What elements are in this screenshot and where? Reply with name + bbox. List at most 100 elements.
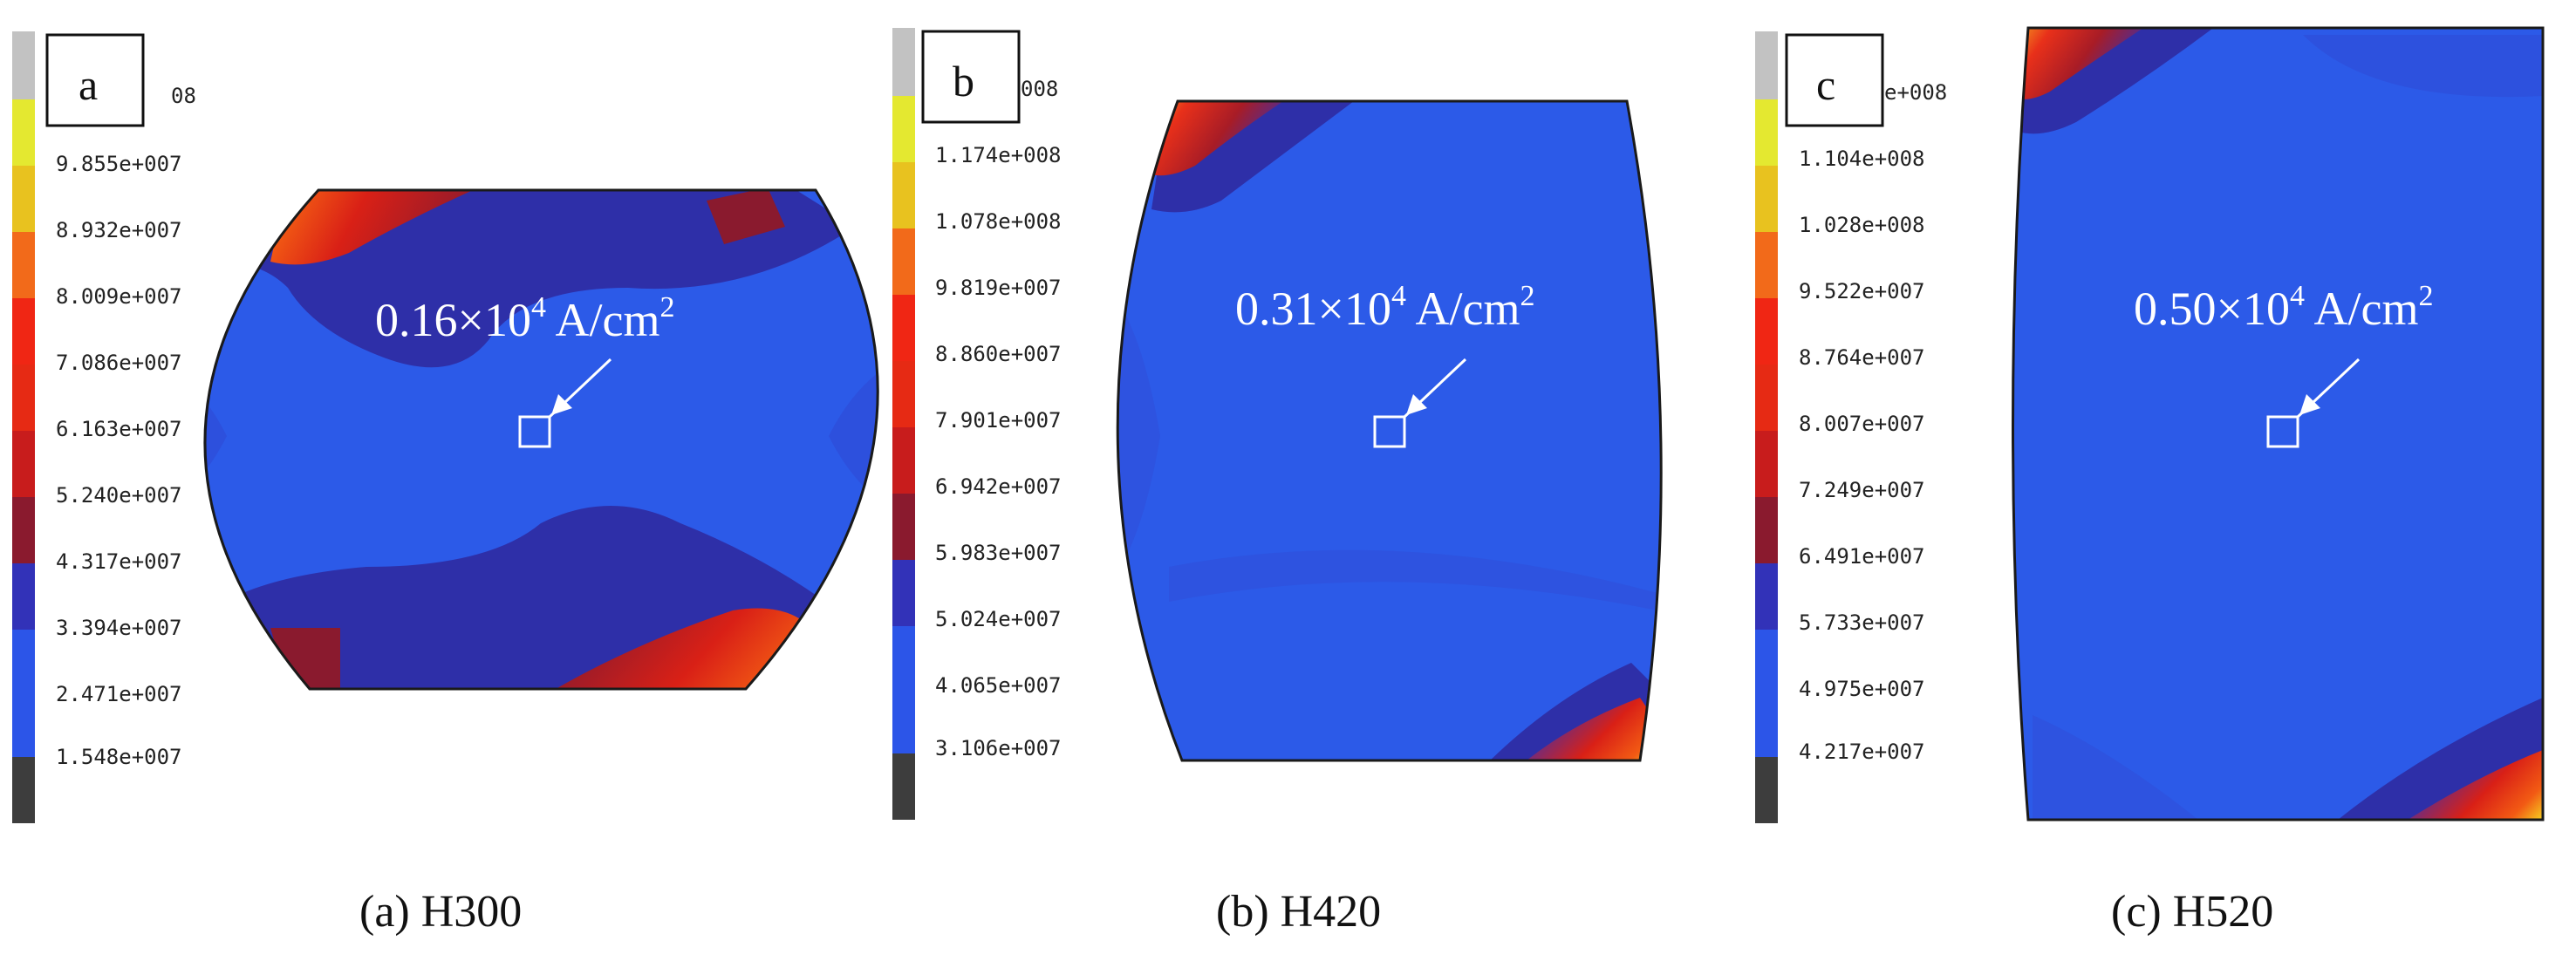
panel-letter-a: a — [79, 60, 98, 109]
legend-value: 8.009e+007 — [56, 284, 182, 309]
legend-value: 3.394e+007 — [56, 616, 182, 640]
legend-swatch — [12, 630, 35, 696]
legend-swatch — [892, 228, 915, 295]
legend-value: 4.065e+007 — [935, 673, 1062, 698]
legend-swatch — [892, 162, 915, 228]
legend-swatch — [1755, 630, 1778, 696]
panel-c: e+008 1.104e+008 1.028e+008 9.522e+007 8… — [1755, 26, 2545, 937]
legend-labels-c: e+008 1.104e+008 1.028e+008 9.522e+007 8… — [1799, 80, 1947, 764]
legend-value: 1.548e+007 — [56, 745, 182, 769]
arrow-head-c — [2299, 394, 2320, 415]
specimen-outline-a — [203, 188, 879, 691]
arrow-head-a — [551, 394, 572, 415]
caption-b: (b) H420 — [1216, 887, 1381, 937]
legend-swatch — [892, 96, 915, 162]
legend-value: 1.174e+008 — [935, 143, 1062, 167]
legend-bar-c — [1755, 31, 1778, 823]
arrow-head-b — [1406, 394, 1427, 415]
measurement-point-a — [518, 415, 551, 448]
legend-value: 1.078e+008 — [935, 209, 1062, 234]
legend-value: 4.975e+007 — [1799, 677, 1925, 701]
legend-labels-b: 008 1.174e+008 1.078e+008 9.819e+007 8.8… — [935, 77, 1062, 760]
legend-value: 6.491e+007 — [1799, 544, 1925, 569]
annotation-label-a: 0.16×104 A/cm2 — [375, 291, 674, 346]
legend-swatch — [892, 692, 915, 753]
legend-value: 4.317e+007 — [56, 549, 182, 574]
legend-value: 9.819e+007 — [935, 276, 1062, 300]
legend-value: e+008 — [1884, 80, 1947, 105]
legend-swatch — [12, 232, 35, 298]
legend-value: 2.471e+007 — [56, 682, 182, 706]
legend-swatch — [12, 31, 35, 99]
legend-value: 8.007e+007 — [1799, 412, 1925, 436]
legend-value: 7.249e+007 — [1799, 478, 1925, 502]
legend-swatch — [892, 560, 915, 626]
legend-value: 8.764e+007 — [1799, 345, 1925, 370]
legend-swatch — [892, 427, 915, 494]
legend-swatch — [12, 563, 35, 630]
legend-bar-b — [892, 28, 915, 820]
legend-value: 5.733e+007 — [1799, 610, 1925, 635]
legend-value: 6.163e+007 — [56, 417, 182, 441]
specimen-outline-b — [1116, 99, 1663, 762]
legend-value: 7.086e+007 — [56, 351, 182, 375]
panel-b: 008 1.174e+008 1.078e+008 9.819e+007 8.8… — [892, 28, 1663, 937]
legend-value: 3.106e+007 — [935, 736, 1062, 760]
legend-swatch — [12, 497, 35, 563]
legend-swatch — [12, 431, 35, 497]
caption-c: (c) H520 — [2111, 887, 2273, 937]
measurement-point-c — [2266, 415, 2299, 448]
legend-swatch — [1755, 298, 1778, 365]
legend-swatch — [1755, 757, 1778, 823]
legend-swatch — [1755, 99, 1778, 166]
legend-value: 008 — [1021, 77, 1058, 101]
legend-swatch — [1755, 365, 1778, 431]
legend-swatch — [892, 626, 915, 692]
legend-swatch — [892, 494, 915, 560]
legend-swatch — [1755, 232, 1778, 298]
legend-value: 9.522e+007 — [1799, 279, 1925, 303]
legend-swatch — [12, 365, 35, 431]
measurement-point-b — [1373, 415, 1406, 448]
panel-letter-box-b — [921, 30, 1021, 124]
specimen-outline-c — [2012, 26, 2545, 821]
panel-letter-c: c — [1816, 60, 1835, 109]
legend-value: 08 — [171, 84, 196, 108]
legend-swatch — [892, 295, 915, 361]
legend-swatch — [892, 28, 915, 96]
specimen-a — [204, 190, 878, 689]
specimen-b — [1117, 101, 1662, 760]
legend-swatch — [12, 166, 35, 232]
legend-swatch — [1755, 431, 1778, 497]
panel-a: 08 9.855e+007 8.932e+007 8.009e+007 7.08… — [12, 31, 879, 937]
legend-swatch — [12, 298, 35, 365]
caption-a: (a) H300 — [359, 887, 522, 937]
legend-value: 4.217e+007 — [1799, 740, 1925, 764]
annotation-label-b: 0.31×104 A/cm2 — [1235, 280, 1534, 335]
panel-letter-box-c — [1785, 33, 1884, 127]
legend-swatch — [12, 99, 35, 166]
panel-letter-b: b — [953, 57, 974, 106]
legend-value: 1.028e+008 — [1799, 213, 1925, 237]
legend-value: 7.901e+007 — [935, 408, 1062, 433]
legend-value: 5.983e+007 — [935, 541, 1062, 565]
legend-value: 5.240e+007 — [56, 483, 182, 508]
legend-value: 8.860e+007 — [935, 342, 1062, 366]
annotation-label-c: 0.50×104 A/cm2 — [2134, 280, 2433, 335]
legend-value: 8.932e+007 — [56, 218, 182, 242]
legend-swatch — [1755, 696, 1778, 757]
legend-swatch — [12, 757, 35, 823]
panel-letter-box-a — [45, 33, 145, 127]
legend-swatch — [892, 753, 915, 820]
legend-swatch — [12, 696, 35, 757]
legend-swatch — [1755, 31, 1778, 99]
legend-value: 5.024e+007 — [935, 607, 1062, 631]
legend-bar-a — [12, 31, 35, 823]
legend-value: 6.942e+007 — [935, 474, 1062, 499]
legend-swatch — [1755, 563, 1778, 630]
legend-swatch — [1755, 497, 1778, 563]
legend-value: 9.855e+007 — [56, 152, 182, 176]
specimen-c — [2012, 28, 2543, 820]
legend-value: 1.104e+008 — [1799, 147, 1925, 171]
